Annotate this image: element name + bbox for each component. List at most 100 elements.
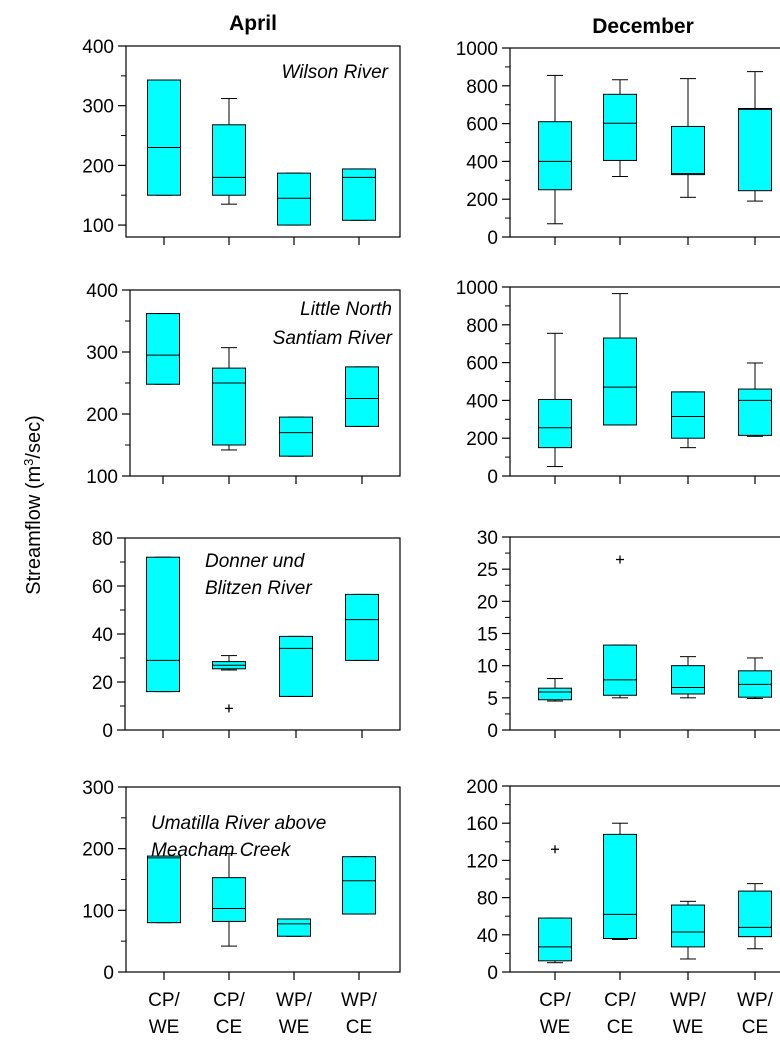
y-tick-label: 400 [466,152,498,173]
x-category-label: CP/ [604,990,636,1011]
box-2 [212,98,246,205]
x-category-label: CP/ [213,990,245,1011]
y-tick-label: 100 [82,216,114,237]
iqr-box [538,121,572,191]
x-category-label: WE [673,1017,704,1038]
panel-2: 0 200 400 600 800 1000 [456,39,780,249]
box-4 [345,593,379,661]
y-axis-label-unit: /sec) [23,415,45,458]
panel-4: 0 200 400 600 800 1000 [456,278,780,488]
box-1 [146,313,180,385]
y-tick-label: 40 [477,926,498,947]
iqr-box [147,855,181,924]
y-tick-label: 200 [86,405,118,426]
x-category-label: CE [346,1017,372,1038]
y-tick-label: 200 [466,190,498,211]
box-3 [671,391,705,449]
y-tick-label: 1000 [456,39,498,60]
box-3 [279,416,313,457]
box-1 [147,855,181,924]
box-3 [277,172,311,226]
panel-title-line: Blitzen River [205,578,312,599]
iqr-box [738,107,772,192]
iqr-box [671,665,705,695]
box-2 [212,655,246,713]
box-2 [603,822,637,940]
y-tick-label: 100 [82,901,114,922]
iqr-box [603,93,637,161]
y-tick-label: 0 [487,228,498,249]
x-category-label: CP/ [148,990,180,1011]
y-tick-label: 5 [487,689,498,710]
iqr-box [212,877,246,922]
y-tick-label: 800 [466,77,498,98]
x-category-label: CP/ [539,990,571,1011]
panel-title-line: Umatilla River above [151,813,326,834]
panel-6: 0 5 10 15 20 25 30 [477,528,780,742]
y-tick-label: 600 [466,354,498,375]
box-4 [342,856,376,915]
panel-title-line: Santiam River [273,328,393,349]
x-category-label: WE [279,1017,310,1038]
iqr-box [738,890,772,938]
plot-frame [125,45,401,238]
iqr-box [738,388,772,436]
y-tick-label: 300 [86,343,118,364]
y-axis-label-main: Streamflow (m [23,466,45,595]
box-1 [538,332,572,468]
panel-1: 100 200 300 400 Wilson River [82,37,401,245]
iqr-box [277,918,311,937]
y-tick-label: 80 [92,529,113,550]
x-category-label: WP/ [341,990,378,1011]
box-2 [603,293,637,426]
iqr-box [146,556,180,693]
x-category-label: WP/ [276,990,313,1011]
x-category-label: CE [742,1017,768,1038]
iqr-box [277,172,311,226]
box-1 [147,79,181,196]
x-category-label: CE [216,1017,242,1038]
y-tick-label: 15 [477,625,498,646]
iqr-box [147,79,181,196]
iqr-box [279,635,313,697]
x-category-label: WE [540,1017,571,1038]
x-category-label: WE [149,1017,180,1038]
iqr-box [671,904,705,948]
iqr-box [212,367,246,446]
y-tick-label: 0 [102,721,113,742]
y-tick-label: 40 [92,625,113,646]
y-tick-label: 400 [466,391,498,412]
iqr-box [345,593,379,661]
y-tick-label: 400 [86,281,118,302]
iqr-box [603,644,637,696]
iqr-box [538,687,572,701]
box-3 [671,656,705,699]
iqr-box [538,398,572,449]
y-tick-label: 0 [103,963,114,984]
box-4 [738,883,772,950]
y-axis-label-superscript: 3 [21,459,36,466]
panel-title-line: Donner und [205,551,306,572]
y-tick-label: 300 [82,97,114,118]
box-1 [538,74,572,225]
panel-title-line: Wilson River [282,62,389,83]
iqr-box [279,416,313,457]
y-tick-label: 100 [86,467,118,488]
y-tick-label: 800 [466,316,498,337]
x-category-label: WP/ [670,990,707,1011]
box-2 [212,347,246,451]
iqr-box [671,391,705,439]
box-1 [538,678,572,702]
y-tick-label: 0 [487,963,498,984]
iqr-box [342,856,376,915]
column-title-december: December [592,15,694,38]
iqr-box [671,125,705,176]
box-3 [279,635,313,697]
y-tick-label: 400 [82,37,114,58]
x-category-label: CE [607,1017,633,1038]
y-tick-label: 20 [477,592,498,613]
iqr-box [603,337,637,426]
y-tick-label: 200 [466,429,498,450]
y-tick-label: 80 [477,889,498,910]
iqr-box [603,833,637,940]
